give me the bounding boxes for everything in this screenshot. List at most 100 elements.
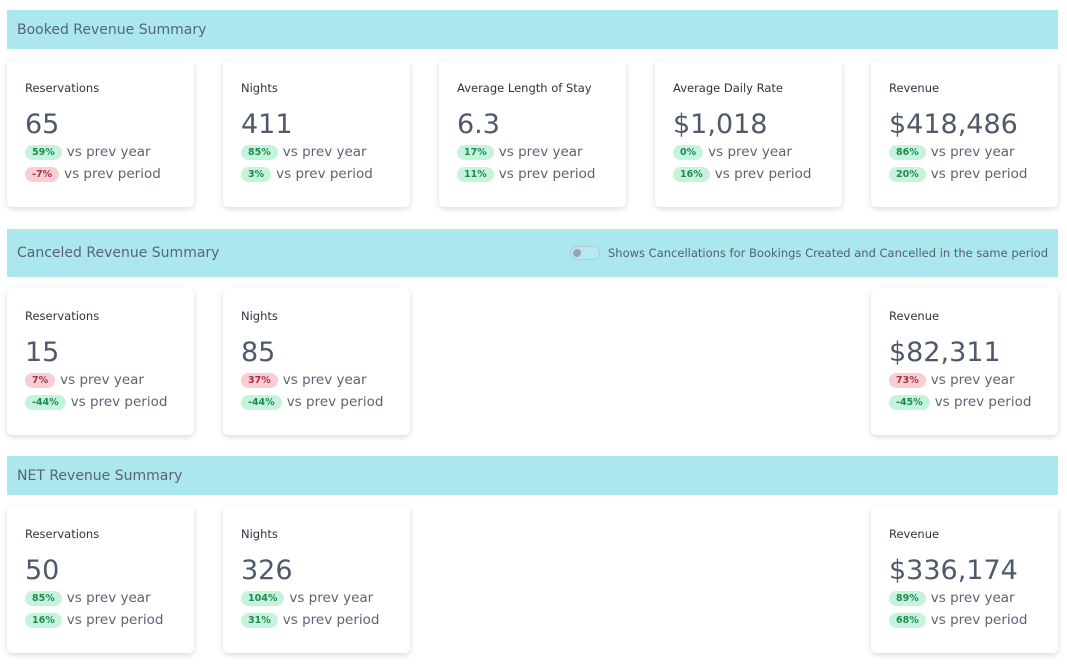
pop-label: vs prev period — [714, 166, 812, 182]
yoy-row: 37% vs prev year — [241, 369, 392, 391]
metric-value: 85 — [241, 337, 276, 368]
metric-value: $336,174 — [889, 555, 1018, 586]
yoy-row: 89% vs prev year — [889, 587, 1040, 609]
yoy-row: 104% vs prev year — [241, 587, 392, 609]
yoy-label: vs prev year — [66, 144, 151, 160]
pop-row: 31% vs prev period — [241, 609, 392, 631]
metric-label: Reservations — [25, 81, 100, 95]
pop-badge: 16% — [673, 166, 710, 182]
pop-label: vs prev period — [64, 166, 161, 182]
metric-card-reservations: Reservations 50 85% vs prev year 16% vs pr… — [7, 506, 194, 653]
yoy-badge: 0% — [673, 144, 704, 160]
toggle-label: Shows Cancellations for Bookings Created… — [608, 246, 1048, 260]
metric-value: 15 — [25, 337, 60, 368]
yoy-badge: 85% — [25, 590, 62, 606]
yoy-badge: 104% — [241, 590, 285, 606]
yoy-label: vs prev year — [930, 372, 1015, 388]
pop-row: -7% vs prev period — [25, 163, 176, 185]
yoy-label: vs prev year — [66, 590, 151, 606]
metric-card-reservations: Reservations 65 59% vs prev year -7% vs pr… — [7, 60, 194, 207]
yoy-badge: 85% — [241, 144, 278, 160]
metric-card-revenue: Revenue $418,486 86% vs prev year 20% vs p… — [871, 60, 1058, 207]
metric-value: 50 — [25, 555, 60, 586]
yoy-label: vs prev year — [282, 144, 367, 160]
pop-badge: -7% — [25, 166, 60, 182]
yoy-row: 85% vs prev year — [25, 587, 176, 609]
pop-row: 68% vs prev period — [889, 609, 1040, 631]
yoy-badge: 89% — [889, 590, 926, 606]
pop-row: 11% vs prev period — [457, 163, 608, 185]
yoy-badge: 73% — [889, 372, 926, 388]
yoy-badge: 7% — [25, 372, 56, 388]
pop-row: -44% vs prev period — [25, 391, 176, 413]
metric-card-reservations: Reservations 15 7% vs prev year -44% vs pr… — [7, 288, 194, 435]
pop-row: -44% vs prev period — [241, 391, 392, 413]
pop-row: -45% vs prev period — [889, 391, 1040, 413]
metric-value: 65 — [25, 109, 60, 140]
metric-card-nights: Nights 411 85% vs prev year 3% vs prev per… — [223, 60, 410, 207]
yoy-label: vs prev year — [289, 590, 374, 606]
metric-value: $418,486 — [889, 109, 1018, 140]
yoy-row: 85% vs prev year — [241, 141, 392, 163]
pop-row: 16% vs prev period — [673, 163, 824, 185]
yoy-label: vs prev year — [282, 372, 367, 388]
metric-label: Nights — [241, 81, 278, 95]
metric-value: 326 — [241, 555, 293, 586]
pop-badge: 3% — [241, 166, 272, 182]
pop-badge: 16% — [25, 612, 62, 628]
metric-value: 411 — [241, 109, 293, 140]
section-title: NET Revenue Summary — [17, 467, 183, 484]
pop-badge: 68% — [889, 612, 926, 628]
pop-row: 20% vs prev period — [889, 163, 1040, 185]
toggle-switch[interactable] — [570, 246, 600, 260]
metric-label: Revenue — [889, 309, 940, 323]
yoy-badge: 86% — [889, 144, 926, 160]
metric-label: Nights — [241, 309, 278, 323]
section-header: Canceled Revenue Summary Shows Cancellati… — [7, 229, 1058, 277]
metric-value: 6.3 — [457, 109, 500, 140]
metric-label: Revenue — [889, 81, 940, 95]
yoy-badge: 37% — [241, 372, 278, 388]
metric-card-revenue: Revenue $82,311 73% vs prev year -45% vs p… — [871, 288, 1058, 435]
yoy-row: 73% vs prev year — [889, 369, 1040, 391]
metric-label: Reservations — [25, 527, 100, 541]
metric-label: Reservations — [25, 309, 100, 323]
yoy-label: vs prev year — [708, 144, 792, 160]
yoy-row: 7% vs prev year — [25, 369, 176, 391]
yoy-row: 17% vs prev year — [457, 141, 608, 163]
metric-value: $1,018 — [673, 109, 768, 140]
yoy-label: vs prev year — [930, 144, 1015, 160]
yoy-row: 59% vs prev year — [25, 141, 176, 163]
yoy-label: vs prev year — [60, 372, 144, 388]
pop-label: vs prev period — [282, 612, 380, 628]
pop-badge: 20% — [889, 166, 926, 182]
pop-label: vs prev period — [498, 166, 596, 182]
pop-label: vs prev period — [70, 394, 168, 410]
metric-label: Average Daily Rate — [673, 81, 784, 95]
pop-badge: -44% — [25, 394, 66, 410]
metric-card-nights: Nights 85 37% vs prev year -44% vs prev pe… — [223, 288, 410, 435]
pop-label: vs prev period — [934, 394, 1032, 410]
yoy-row: 0% vs prev year — [673, 141, 824, 163]
yoy-badge: 59% — [25, 144, 62, 160]
yoy-label: vs prev year — [930, 590, 1015, 606]
metric-card-nights: Nights 326 104% vs prev year 31% vs prev p… — [223, 506, 410, 653]
yoy-label: vs prev year — [498, 144, 583, 160]
metric-card-average-daily-rate: Average Daily Rate $1,018 0% vs prev year… — [655, 60, 842, 207]
pop-label: vs prev period — [286, 394, 384, 410]
yoy-badge: 17% — [457, 144, 494, 160]
section-title: Booked Revenue Summary — [17, 21, 207, 38]
pop-badge: 11% — [457, 166, 494, 182]
pop-badge: -44% — [241, 394, 282, 410]
metric-label: Nights — [241, 527, 278, 541]
section-header: NET Revenue Summary — [7, 456, 1058, 495]
pop-label: vs prev period — [930, 166, 1028, 182]
section-title: Canceled Revenue Summary — [17, 245, 220, 261]
cancellation-toggle[interactable]: Shows Cancellations for Bookings Created… — [570, 246, 1048, 260]
metric-card-average-length-of-stay: Average Length of Stay 6.3 17% vs prev ye… — [439, 60, 626, 207]
yoy-row: 86% vs prev year — [889, 141, 1040, 163]
pop-badge: 31% — [241, 612, 278, 628]
pop-label: vs prev period — [276, 166, 373, 182]
pop-label: vs prev period — [66, 612, 164, 628]
pop-badge: -45% — [889, 394, 930, 410]
